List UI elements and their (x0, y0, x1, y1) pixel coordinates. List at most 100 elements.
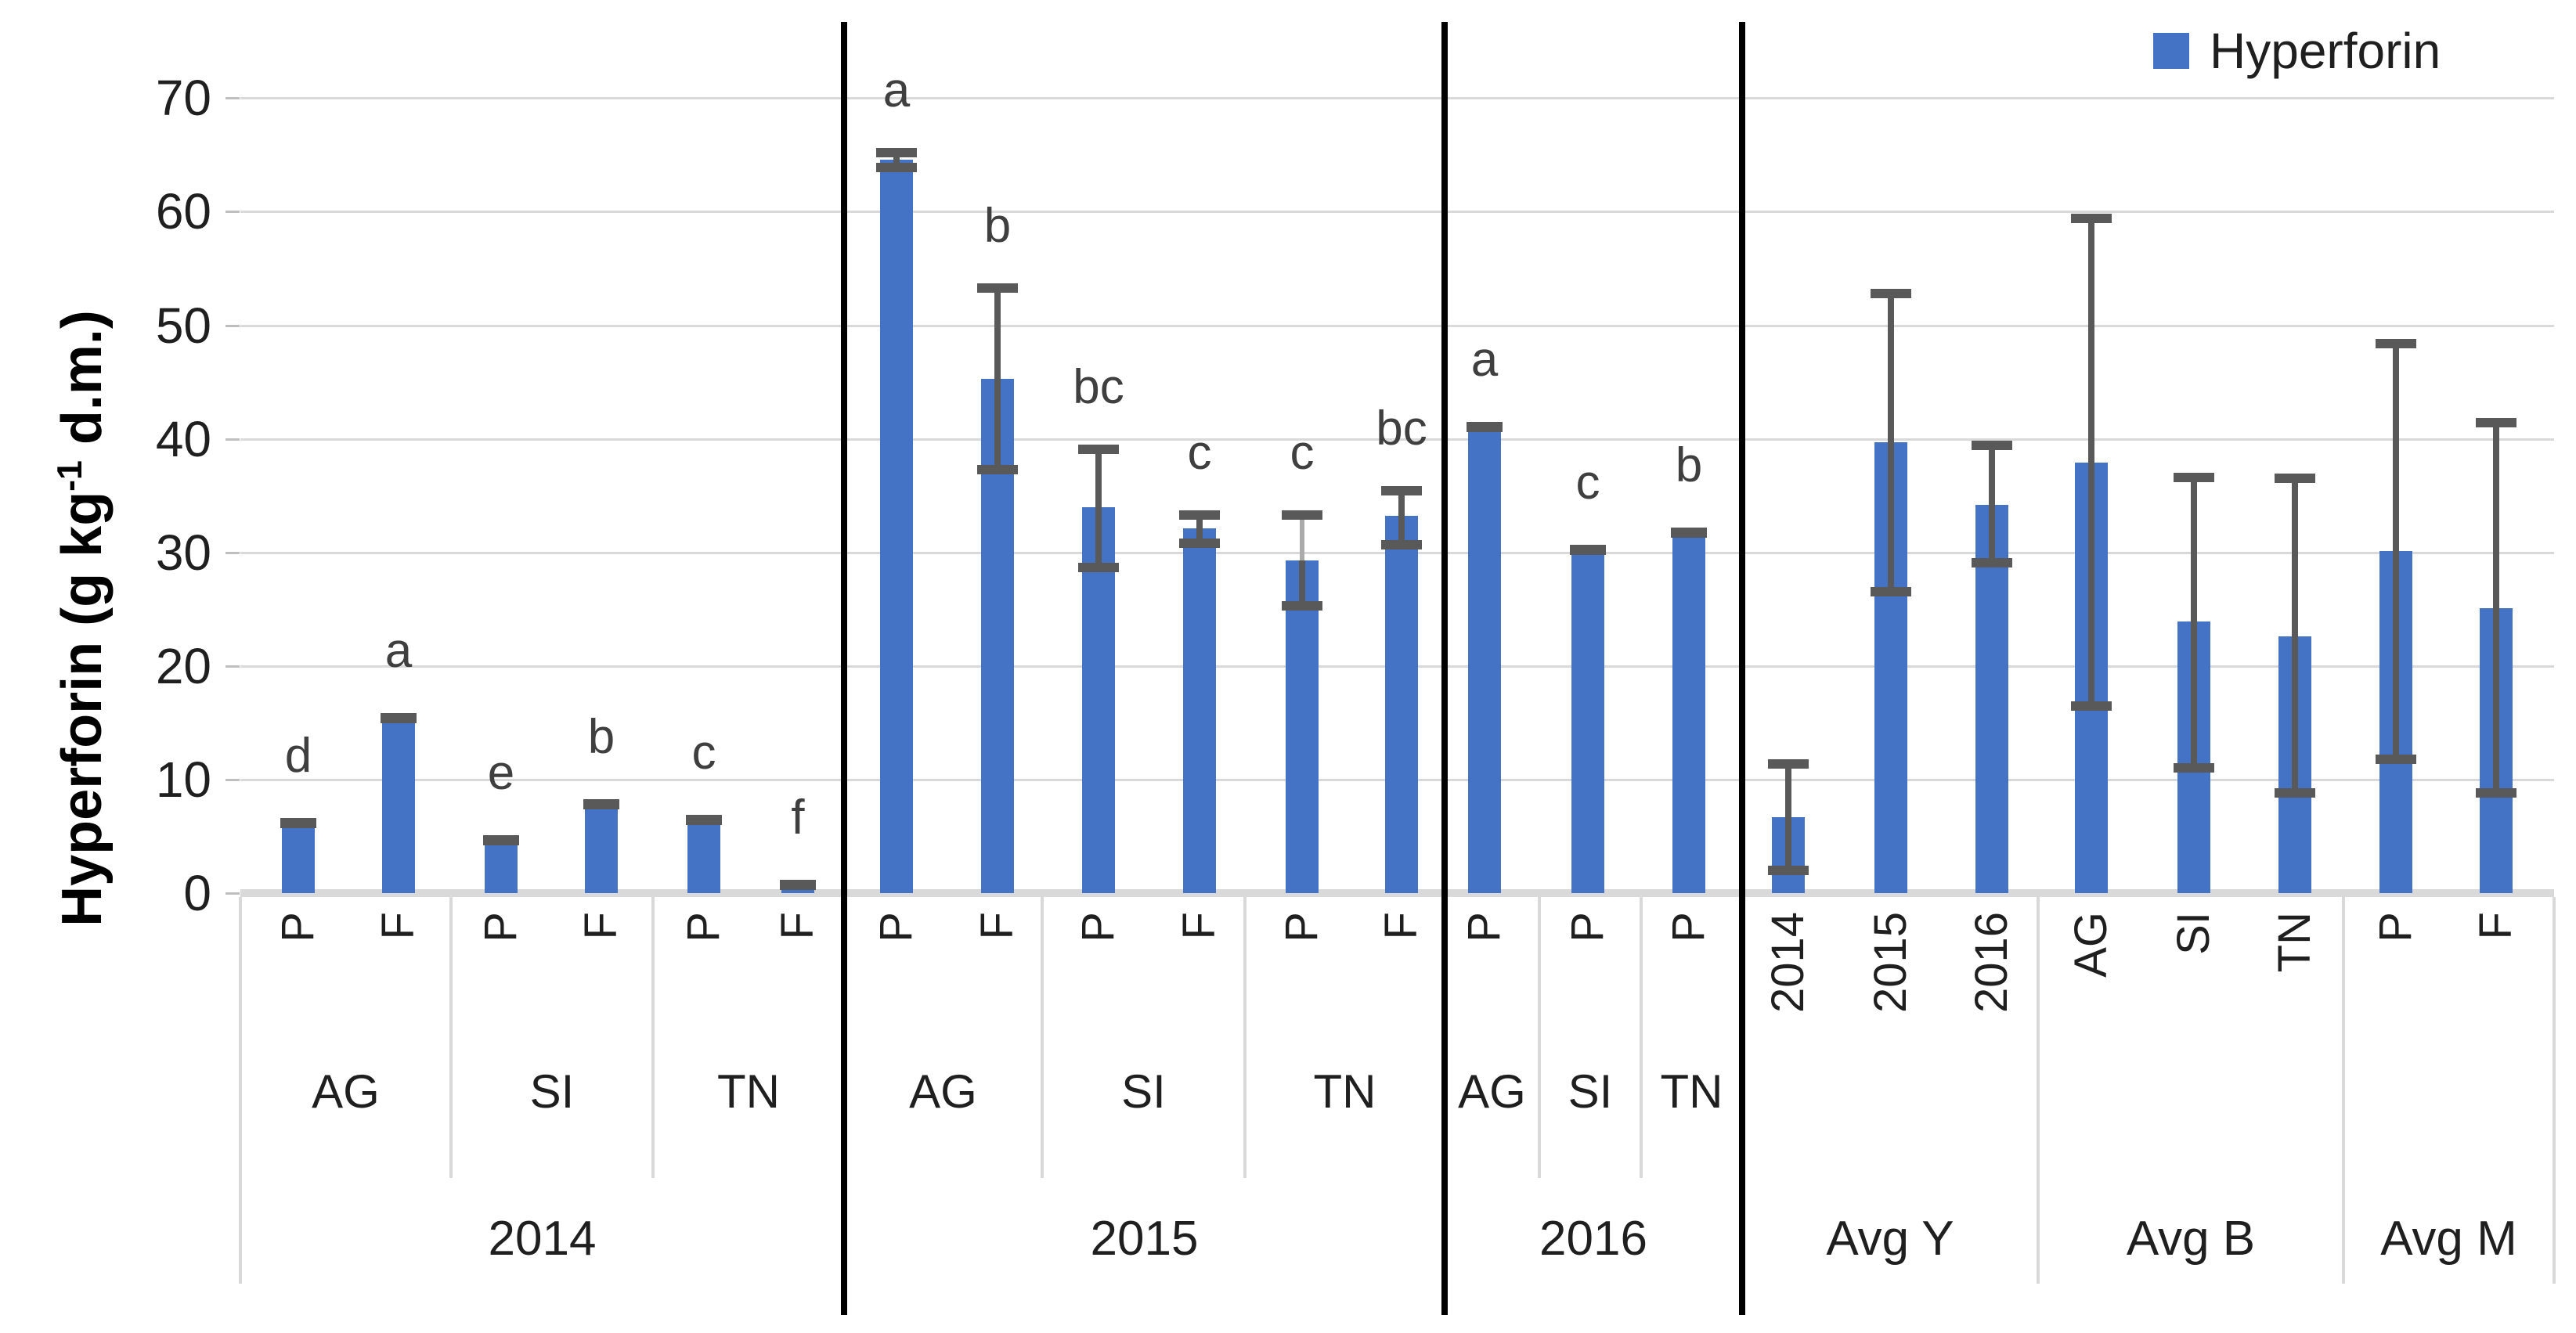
bar (687, 820, 720, 893)
x-category-label: P (1073, 912, 1124, 942)
error-bar-cap-top (977, 283, 1018, 293)
x-category-label: P (475, 912, 526, 942)
x-category-label: F (373, 912, 424, 940)
x-category-label: SI (2168, 912, 2219, 955)
x-subgroup-label: TN (1660, 1065, 1723, 1118)
y-tick-label-70: 70 (155, 70, 211, 127)
x-category-label: P (1459, 912, 1510, 942)
error-bar-cap-bottom (2476, 788, 2516, 798)
error-bar-cap-top (1972, 441, 2012, 451)
significance-letter: a (1470, 333, 1499, 387)
error-bar-cap-top (2275, 474, 2315, 484)
y-tick-label-40: 40 (155, 410, 211, 467)
x-subgroup-label: SI (1121, 1065, 1166, 1118)
error-bar-whisker (1888, 293, 1894, 593)
group-separator-line (841, 22, 847, 1315)
x-category-label: 2014 (1762, 912, 1813, 1014)
error-bar-cap-top (1381, 486, 1422, 496)
error-bar-whisker (2493, 423, 2499, 794)
x-category-label: F (1174, 912, 1225, 940)
error-bar-cap-bottom (1381, 539, 1422, 549)
error-bar-cap-top (1179, 510, 1220, 520)
significance-letter: d (284, 729, 312, 784)
x-group-label: 2016 (1539, 1212, 1647, 1266)
bar (1183, 528, 1216, 893)
legend-color-swatch (2153, 33, 2189, 69)
x-category-label: P (1562, 912, 1613, 942)
bar (485, 841, 518, 893)
x-group-label: Avg M (2380, 1212, 2517, 1266)
significance-letter: f (791, 790, 805, 845)
axis-edge-divider-line (239, 897, 242, 1284)
x-category-label: P (678, 912, 729, 942)
bar (282, 823, 315, 893)
x-subgroup-label: SI (529, 1065, 575, 1118)
y-tick-mark (225, 324, 240, 327)
error-bar-whisker (1785, 763, 1791, 870)
x-category-label: F (1376, 912, 1427, 940)
axis-edge-divider-line (2037, 897, 2040, 1284)
error-bar-whisker (1095, 449, 1102, 567)
error-bar-cap (780, 879, 816, 890)
error-bar-whisker (1398, 491, 1405, 545)
error-bar-cap-bottom (1768, 865, 1809, 875)
significance-letter: b (587, 709, 615, 764)
x-category-label: AG (2065, 912, 2116, 978)
gridline-70 (240, 97, 2554, 100)
error-bar-cap-top (2376, 338, 2416, 348)
group-separator-line (1441, 22, 1448, 1315)
subgroup-divider-line (1538, 897, 1541, 1178)
error-bar-cap-top (2476, 418, 2516, 428)
x-category-label: P (1663, 912, 1714, 942)
x-category-label: F (2470, 912, 2521, 940)
error-bar-cap-top (2174, 472, 2214, 482)
error-bar-cap-bottom (1282, 600, 1322, 611)
significance-letter: bc (1376, 402, 1427, 456)
error-bar-whisker (893, 152, 900, 168)
x-subgroup-label: TN (1313, 1065, 1376, 1118)
error-bar-cap (280, 818, 316, 829)
error-bar-cap-bottom (2376, 754, 2416, 764)
error-bar-whisker (2393, 343, 2399, 759)
error-bar-whisker (1196, 514, 1203, 544)
significance-letter: c (1290, 425, 1315, 480)
bar (1468, 427, 1501, 893)
x-subgroup-label: AG (909, 1065, 977, 1118)
group-separator-line (1739, 22, 1745, 1315)
x-category-label: TN (2269, 912, 2320, 973)
axis-edge-divider-line (2342, 897, 2345, 1284)
error-bar-cap-bottom (1871, 587, 1911, 597)
subgroup-divider-line (651, 897, 655, 1178)
y-tick-mark (225, 778, 240, 781)
y-tick-label-30: 30 (155, 524, 211, 581)
x-category-label: P (2370, 912, 2421, 942)
significance-letter: e (487, 746, 515, 801)
error-bar-cap (1467, 422, 1503, 433)
bar (585, 804, 618, 893)
significance-letter: b (1675, 438, 1703, 493)
error-bar-cap-top (1078, 444, 1119, 454)
x-axis-line (240, 889, 2554, 897)
x-category-label: 2016 (1966, 912, 2017, 1014)
error-bar-whisker (994, 287, 1001, 470)
error-bar-lower-whisker (1299, 560, 1305, 606)
x-subgroup-label: AG (1458, 1065, 1526, 1118)
error-bar-cap-bottom (2071, 701, 2112, 711)
error-bar-cap-bottom (1179, 539, 1220, 549)
error-bar-whisker (2191, 477, 2197, 769)
x-category-label: F (772, 912, 823, 940)
error-bar-cap (381, 712, 417, 723)
error-bar-cap (1570, 544, 1606, 555)
error-bar-whisker (1989, 445, 1995, 563)
significance-letter: a (384, 623, 413, 678)
y-tick-label-0: 0 (183, 865, 211, 921)
significance-letter: c (1575, 455, 1600, 510)
y-tick-mark (225, 211, 240, 214)
error-bar-cap (483, 835, 519, 846)
bar (1571, 549, 1604, 893)
x-category-label: P (272, 912, 323, 942)
gridline-60 (240, 211, 2554, 214)
gridline-50 (240, 324, 2554, 327)
error-bar-cap-bottom (977, 464, 1018, 474)
